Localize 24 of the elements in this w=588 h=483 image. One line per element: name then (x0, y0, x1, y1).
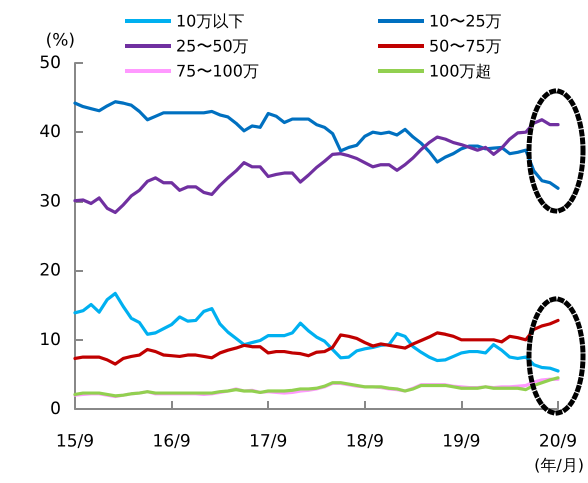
y-tick-label: 10 (39, 330, 61, 350)
y-tick-label: 50 (39, 53, 61, 73)
x-axis-title: (年/月) (534, 456, 584, 474)
y-tick-label: 40 (39, 122, 61, 142)
y-tick-label: 20 (39, 260, 61, 281)
x-tick-label: 19/9 (442, 432, 480, 452)
x-tick-label: 16/9 (152, 432, 191, 452)
line-series (73, 318, 560, 366)
line-series (73, 118, 560, 214)
y-axis-title: (%) (46, 30, 75, 50)
legend-label: 25〜50万 (176, 36, 249, 56)
legend-label: 100万超 (429, 62, 492, 80)
y-tick-label: 0 (50, 399, 61, 419)
x-tick-label: 20/9 (538, 432, 578, 452)
line-series (73, 100, 560, 190)
x-tick-label: 18/9 (346, 432, 384, 452)
x-tick-label: 15/9 (56, 432, 94, 452)
legend-label: 50〜75万 (429, 36, 502, 56)
y-tick-label: 30 (39, 191, 61, 212)
x-tick-label: 17/9 (249, 432, 288, 452)
legend-label: 10万以下 (176, 12, 244, 30)
line-series (73, 292, 560, 373)
legend-label: 10〜25万 (429, 12, 502, 30)
legend-label: 75〜100万 (176, 62, 259, 80)
